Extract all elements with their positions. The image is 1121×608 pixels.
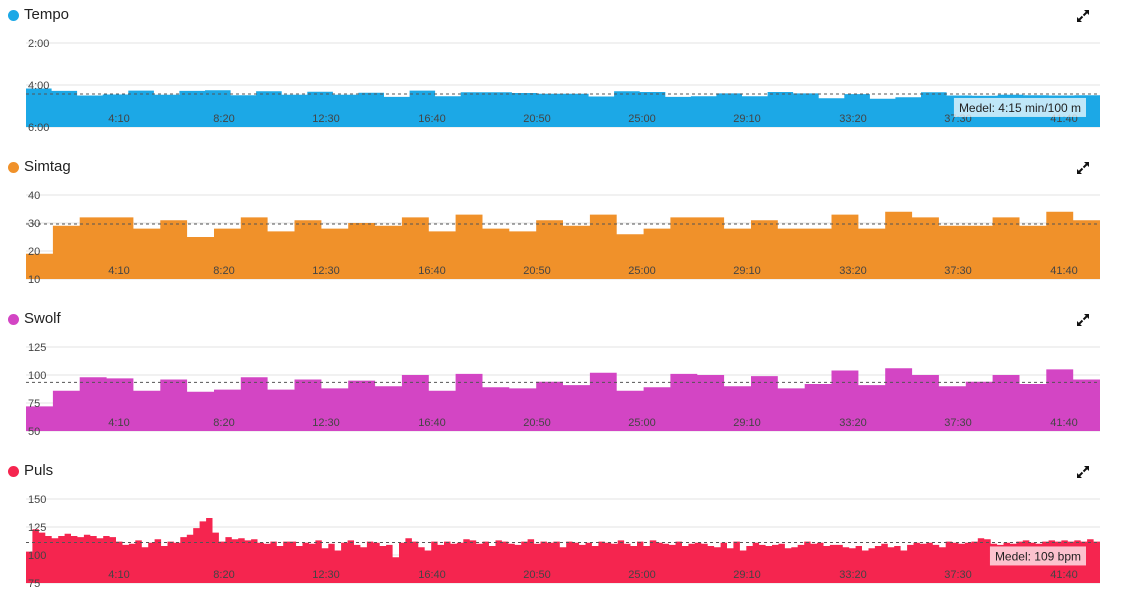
puls-x-tick-label: 33:20 (839, 569, 867, 581)
puls-y-tick-label: 150 (28, 494, 46, 506)
simtag-x-tick-label: 16:40 (418, 265, 446, 277)
puls-x-tick-label: 37:30 (944, 569, 972, 581)
simtag-x-tick-label: 41:40 (1050, 265, 1078, 277)
simtag-area-series (26, 211, 1100, 279)
simtag-y-tick-label: 10 (28, 274, 40, 286)
puls-y-tick-label: 100 (28, 550, 46, 562)
puls-x-tick-label: 8:20 (213, 569, 234, 581)
simtag-x-tick-label: 4:10 (108, 265, 129, 277)
simtag-y-tick-label: 40 (28, 190, 40, 202)
puls-panel: Puls 150 125 100 75 4:10 8:20 12:30 16:40 20:50 2… (0, 456, 1121, 608)
tempo-average-label: Medel: 4:15 min/100 m (953, 97, 1086, 117)
tempo-x-tick-label: 8:20 (213, 113, 234, 125)
puls-x-tick-label: 29:10 (733, 569, 761, 581)
puls-x-tick-label: 4:10 (108, 569, 129, 581)
swolf-y-tick-label: 100 (28, 370, 46, 382)
swolf-x-tick-label: 25:00 (628, 417, 656, 429)
tempo-y-tick-label: 6:00 (28, 122, 49, 134)
tempo-x-tick-label: 16:40 (418, 113, 446, 125)
puls-y-tick-label: 75 (28, 578, 40, 590)
tempo-x-tick-label: 12:30 (312, 113, 340, 125)
puls-x-tick-label: 41:40 (1050, 569, 1078, 581)
puls-area-series (26, 518, 1100, 583)
swolf-x-tick-label: 29:10 (733, 417, 761, 429)
swolf-x-tick-label: 41:40 (1050, 417, 1078, 429)
tempo-x-tick-label: 20:50 (523, 113, 551, 125)
puls-x-tick-label: 12:30 (312, 569, 340, 581)
simtag-title: Simtag (24, 158, 71, 175)
simtag-legend-dot (8, 162, 19, 173)
simtag-expand-icon[interactable] (1075, 160, 1091, 176)
simtag-x-tick-label: 33:20 (839, 265, 867, 277)
puls-x-tick-label: 20:50 (523, 569, 551, 581)
tempo-x-tick-label: 29:10 (733, 113, 761, 125)
simtag-x-tick-label: 20:50 (523, 265, 551, 277)
simtag-y-tick-label: 30 (28, 218, 40, 230)
puls-x-tick-label: 16:40 (418, 569, 446, 581)
swolf-expand-icon[interactable] (1075, 312, 1091, 328)
tempo-y-tick-label: 2:00 (28, 38, 49, 50)
swolf-y-tick-label: 125 (28, 342, 46, 354)
tempo-y-tick-label: 4:00 (28, 80, 49, 92)
swolf-x-tick-label: 16:40 (418, 417, 446, 429)
puls-expand-icon[interactable] (1075, 464, 1091, 480)
tempo-x-tick-label: 33:20 (839, 113, 867, 125)
swolf-x-tick-label: 12:30 (312, 417, 340, 429)
swolf-x-tick-label: 37:30 (944, 417, 972, 429)
svg-text:Medel: 109 bpm: Medel: 109 bpm (995, 549, 1081, 563)
svg-text:Medel: 4:15 min/100 m: Medel: 4:15 min/100 m (959, 101, 1081, 115)
swolf-x-tick-label: 33:20 (839, 417, 867, 429)
simtag-x-tick-label: 12:30 (312, 265, 340, 277)
puls-average-label: Medel: 109 bpm (989, 546, 1086, 566)
tempo-chart: 2:00 4:00 6:00 4:10 8:20 12:30 16:40 20:50 25:00… (26, 38, 1100, 134)
tempo-panel: Tempo 2:00 4:00 6:00 4:10 8:20 12:30 16:40 20:5… (0, 0, 1121, 152)
puls-chart: 150 125 100 75 4:10 8:20 12:30 16:40 20:50 25:00 2… (26, 494, 1100, 590)
swolf-legend-dot (8, 314, 19, 325)
swolf-x-tick-label: 20:50 (523, 417, 551, 429)
simtag-x-tick-label: 25:00 (628, 265, 656, 277)
puls-legend-dot (8, 466, 19, 477)
simtag-x-tick-label: 37:30 (944, 265, 972, 277)
simtag-x-tick-label: 8:20 (213, 265, 234, 277)
tempo-x-tick-label: 25:00 (628, 113, 656, 125)
simtag-y-tick-label: 20 (28, 246, 40, 258)
simtag-chart: 40 30 20 10 4:10 8:20 12:30 16:40 20:50 25:00 29:1… (26, 190, 1100, 286)
swolf-x-tick-label: 8:20 (213, 417, 234, 429)
tempo-legend-dot (8, 10, 19, 21)
swolf-y-tick-label: 75 (28, 398, 40, 410)
swolf-area-series (26, 368, 1100, 431)
tempo-x-tick-label: 4:10 (108, 113, 129, 125)
swolf-panel: Swolf 125 100 75 50 4:10 8:20 12:30 16:40 20:50 2… (0, 304, 1121, 456)
puls-x-tick-label: 25:00 (628, 569, 656, 581)
simtag-x-tick-label: 29:10 (733, 265, 761, 277)
swolf-title: Swolf (24, 310, 61, 327)
puls-y-tick-label: 125 (28, 522, 46, 534)
tempo-expand-icon[interactable] (1075, 8, 1091, 24)
tempo-area-series (26, 88, 1100, 127)
simtag-panel: Simtag 40 30 20 10 4:10 8:20 12:30 16:40 20:50 25… (0, 152, 1121, 304)
tempo-title: Tempo (24, 6, 70, 23)
puls-title: Puls (24, 462, 54, 479)
swolf-chart: 125 100 75 50 4:10 8:20 12:30 16:40 20:50 25:00 29… (26, 342, 1100, 438)
swolf-x-tick-label: 4:10 (108, 417, 129, 429)
swolf-y-tick-label: 50 (28, 426, 40, 438)
